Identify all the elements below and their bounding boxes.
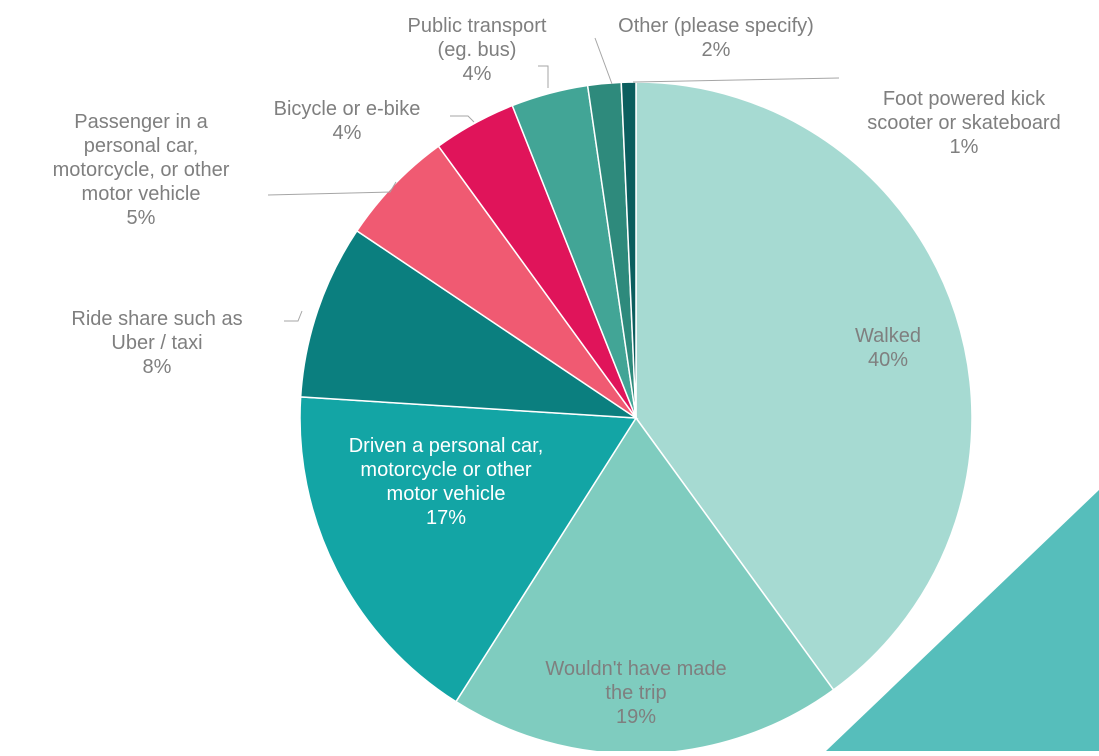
slice-category-label: Other (please specify) <box>618 15 814 37</box>
slice-category-label: Foot powered kick <box>883 88 1046 110</box>
slice-percent-label: 4% <box>463 63 492 85</box>
slice-category-label: motor vehicle <box>387 483 506 505</box>
slice-label: Driven a personal car, motorcycle or othe… <box>349 435 544 529</box>
slice-percent-label: 19% <box>616 706 656 728</box>
slice-category-label: Uber / taxi <box>111 332 202 354</box>
slice-label: Other (please specify) 2% <box>618 15 814 61</box>
leader-line <box>632 77 840 83</box>
leader-line <box>267 181 397 196</box>
pie-slice <box>635 81 973 691</box>
slice-percent-label: 17% <box>426 507 466 529</box>
slice-category-label: personal car, <box>84 135 199 157</box>
slice-label: Passenger in a personal car, motorcycle, o… <box>53 111 230 229</box>
leader-line <box>594 37 613 85</box>
pie-slice <box>299 396 638 703</box>
slice-percent-label: 40% <box>868 349 908 371</box>
slice-category-label: Public transport <box>408 15 547 37</box>
slice-labels: Walked 40% Wouldn't have made the trip 19% Dr… <box>53 15 1061 728</box>
slice-category-label: motorcycle, or other <box>53 159 230 181</box>
slice-label: Public transport (eg. bus) 4% <box>408 15 547 85</box>
slice-category-label: Passenger in a <box>74 111 208 133</box>
leader-lines <box>267 37 840 322</box>
decorative-accent-shape <box>826 490 1099 751</box>
slice-category-label: the trip <box>605 682 666 704</box>
slice-percent-label: 2% <box>702 39 731 61</box>
slice-percent-label: 8% <box>143 356 172 378</box>
slice-percent-label: 5% <box>127 207 156 229</box>
slice-category-label: motorcycle or other <box>360 459 532 481</box>
slice-category-label: Wouldn't have made <box>545 658 726 680</box>
slice-label: Wouldn't have made the trip 19% <box>545 658 726 728</box>
leader-line <box>284 310 303 322</box>
slice-percent-label: 4% <box>333 122 362 144</box>
slice-category-label: scooter or skateboard <box>867 112 1060 134</box>
leader-line <box>450 115 475 123</box>
pie-slices <box>299 81 973 755</box>
slice-category-label: Driven a personal car, <box>349 435 544 457</box>
slice-category-label: Walked <box>855 325 921 347</box>
slice-label: Ride share such as Uber / taxi 8% <box>71 308 242 378</box>
slice-label: Walked 40% <box>855 325 921 371</box>
slice-percent-label: 1% <box>950 136 979 158</box>
slice-category-label: motor vehicle <box>82 183 201 205</box>
slice-category-label: Ride share such as <box>71 308 242 330</box>
slice-label: Foot powered kick scooter or skateboard 1% <box>867 88 1060 158</box>
slice-category-label: Bicycle or e-bike <box>274 98 421 120</box>
slice-category-label: (eg. bus) <box>438 39 517 61</box>
pie-slice <box>299 229 639 419</box>
leader-line <box>538 65 549 88</box>
slice-label: Bicycle or e-bike 4% <box>274 98 421 144</box>
